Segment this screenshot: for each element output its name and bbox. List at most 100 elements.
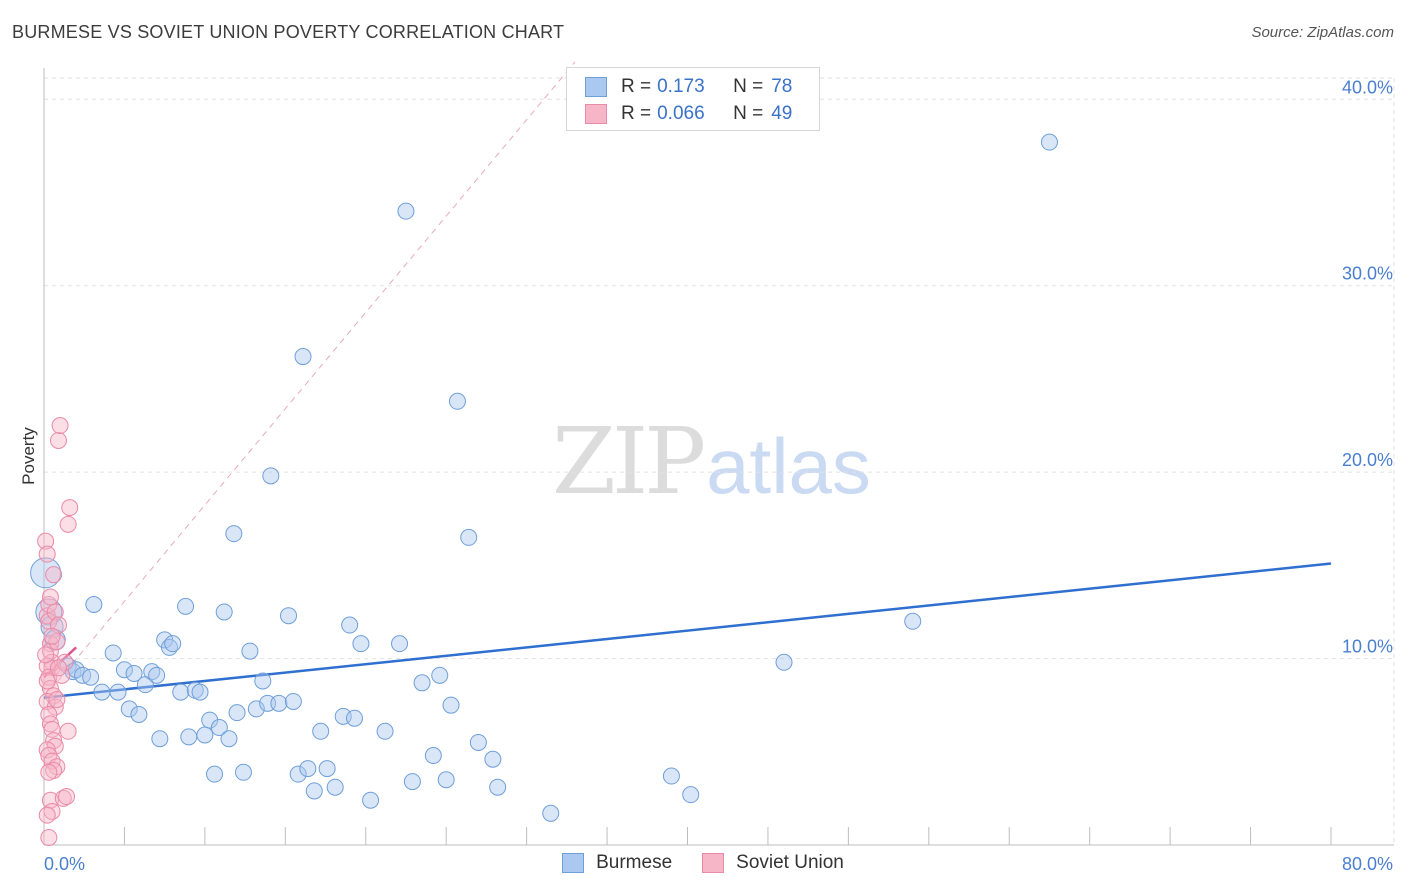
burmese-point (172, 683, 190, 701)
burmese-point (115, 661, 133, 679)
burmese-point (284, 692, 302, 710)
burmese-point (352, 635, 370, 653)
burmese-point (220, 730, 238, 748)
burmese-point (682, 786, 700, 804)
legend-item-burmese[interactable]: Burmese (562, 852, 672, 874)
burmese-point (391, 635, 409, 653)
burmese-trend-line (43, 562, 1332, 699)
burmese-point (120, 700, 138, 718)
burmese-point (82, 668, 100, 686)
legend-n-label: N = (733, 76, 764, 97)
burmese-point (376, 722, 394, 740)
y-axis-label: Poverty (19, 427, 38, 485)
burmese-point (241, 642, 259, 660)
burmese-point (662, 767, 680, 785)
series-legend: Burmese Soviet Union (0, 852, 1406, 874)
burmese-point (403, 773, 421, 791)
burmese-point (151, 730, 169, 748)
y-tick-label: 40.0% (1342, 77, 1393, 97)
x-tick-label: 0.0% (44, 854, 85, 874)
soviet-union-point (38, 545, 56, 563)
point-layer (30, 133, 1058, 847)
burmese-point (484, 750, 502, 768)
burmese-point (234, 763, 252, 781)
burmese-point (775, 653, 793, 671)
burmese-point (413, 674, 431, 692)
burmese-point (109, 683, 127, 701)
burmese-point (437, 771, 455, 789)
soviet-union-point (51, 417, 69, 435)
soviet-union-point (49, 431, 67, 449)
soviet-union-point (37, 646, 55, 664)
burmese-point (442, 696, 460, 714)
burmese-point (289, 765, 307, 783)
burmese-point (280, 607, 298, 625)
burmese-point (180, 728, 198, 746)
burmese-point (312, 722, 330, 740)
soviet-union-point (58, 788, 76, 806)
soviet-union-point (45, 566, 63, 584)
burmese-point (448, 392, 466, 410)
burmese-point (294, 348, 312, 366)
soviet-union-swatch (702, 853, 725, 873)
soviet-union-point (59, 515, 77, 533)
x-tick-label: 80.0% (1342, 854, 1393, 874)
burmese-point (196, 726, 214, 744)
source-label: Source: ZipAtlas.com (1251, 24, 1394, 41)
burmese-point (254, 672, 272, 690)
burmese-point (305, 782, 323, 800)
soviet-union-point (61, 499, 79, 517)
legend-r-value: 0.066 (657, 103, 705, 124)
soviet-union-point (38, 672, 56, 690)
legend-row-burmese: R = 0.173 N = 78 (585, 75, 792, 99)
soviet-union-point (48, 633, 66, 651)
burmese-point (247, 700, 265, 718)
legend-n-label: N = (733, 103, 764, 124)
legend-r-label: R = (621, 103, 652, 124)
burmese-point (262, 467, 280, 485)
burmese-swatch (562, 853, 585, 873)
y-tick-label: 30.0% (1342, 264, 1393, 284)
soviet-union-point (56, 653, 74, 671)
burmese-point (215, 603, 233, 621)
soviet-union-swatch (585, 104, 607, 124)
soviet-union-point (40, 829, 58, 847)
soviet-union-point (43, 627, 61, 645)
burmese-point (270, 694, 288, 712)
burmese-point (130, 706, 148, 723)
burmese-point (1040, 133, 1058, 151)
soviet-union-point (59, 722, 77, 740)
legend-label-burmese: Burmese (596, 852, 673, 873)
y-tick-label: 10.0% (1342, 637, 1393, 657)
chart-title: BURMESE VS SOVIET UNION POVERTY CORRELAT… (12, 22, 565, 42)
burmese-point (489, 778, 507, 796)
burmese-point (93, 683, 111, 701)
soviet-union-point (49, 659, 67, 677)
axis-layer (43, 68, 1394, 846)
y-tick-label: 20.0% (1342, 450, 1393, 470)
burmese-point (210, 719, 228, 737)
burmese-point (191, 683, 209, 701)
burmese-swatch (585, 77, 607, 97)
legend-item-soviet-union[interactable]: Soviet Union (702, 852, 844, 874)
burmese-point (460, 528, 478, 546)
burmese-point (228, 704, 246, 722)
burmese-point (341, 616, 359, 634)
burmese-point (904, 612, 922, 630)
grid-layer (44, 77, 1395, 845)
soviet-union-point (38, 806, 56, 824)
correlation-legend: R = 0.173 N = 78 R = 0.066 N = 49 (566, 67, 820, 131)
burmese-point (542, 804, 560, 822)
burmese-point (177, 597, 195, 615)
burmese-point (326, 778, 344, 796)
burmese-point (424, 747, 442, 765)
burmese-point (85, 596, 103, 614)
burmese-point (206, 765, 224, 783)
soviet-union-point (48, 691, 66, 709)
soviet-union-point (41, 588, 59, 606)
burmese-point (345, 709, 363, 727)
legend-r-label: R = (621, 76, 652, 97)
burmese-point (40, 615, 64, 639)
burmese-point (362, 791, 380, 809)
